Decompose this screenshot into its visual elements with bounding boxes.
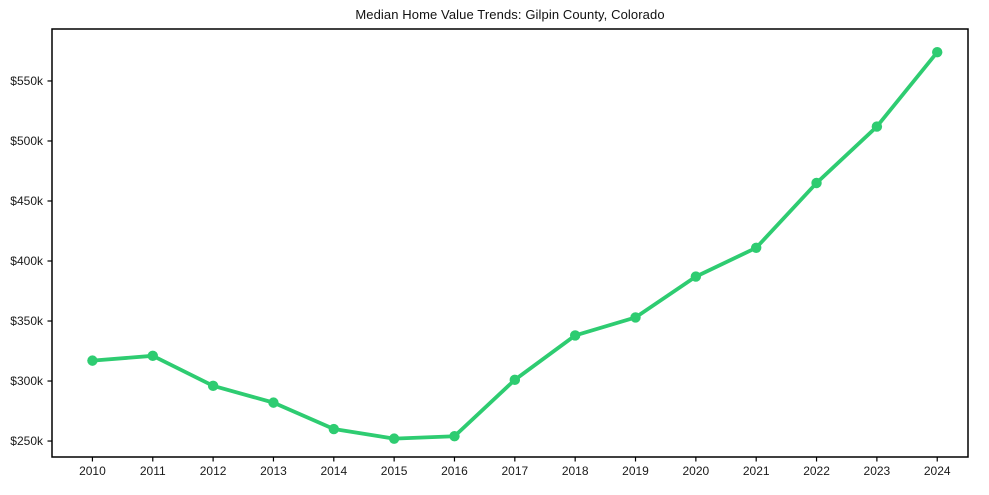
data-point-2012 <box>207 380 219 392</box>
x-tick-label: 2011 <box>140 464 166 478</box>
x-tick-label: 2022 <box>803 464 830 478</box>
data-point-2015 <box>388 433 400 444</box>
x-tick-label: 2016 <box>441 464 468 478</box>
data-point-2023 <box>871 121 883 132</box>
data-point-2011 <box>147 350 158 362</box>
y-tick-label: $250k <box>10 434 44 448</box>
chart-title: Median Home Value Trends: Gilpin County,… <box>355 7 665 22</box>
x-tick-label: 2015 <box>381 464 408 478</box>
data-point-2017 <box>509 374 521 386</box>
data-point-2013 <box>268 397 279 408</box>
data-point-2022 <box>811 177 822 189</box>
x-tick-label: 2012 <box>200 464 227 478</box>
data-point-2018 <box>569 330 581 341</box>
x-tick-label: 2019 <box>622 464 649 478</box>
x-tick-label: 2017 <box>501 464 528 478</box>
x-tick-label: 2014 <box>320 464 347 478</box>
x-tick-label: 2018 <box>562 464 589 478</box>
data-point-2021 <box>750 242 762 254</box>
data-point-2020 <box>690 271 702 282</box>
data-point-2019 <box>630 312 641 323</box>
plot-area <box>51 28 969 458</box>
data-point-2024 <box>932 46 943 58</box>
x-tick-label: 2024 <box>924 464 951 478</box>
data-point-2014 <box>328 423 339 435</box>
y-tick-label: $550k <box>10 74 44 88</box>
y-tick-label: $450k <box>10 194 44 208</box>
y-tick-label: $350k <box>10 314 44 328</box>
x-tick-label: 2023 <box>864 464 891 478</box>
data-point-2010 <box>87 355 98 366</box>
x-tick-label: 2013 <box>260 464 287 478</box>
y-tick-label: $500k <box>10 134 44 148</box>
data-point-2016 <box>449 431 460 442</box>
x-tick-label: 2020 <box>683 464 710 478</box>
x-tick-label: 2010 <box>79 464 106 478</box>
y-tick-label: $300k <box>10 374 44 388</box>
x-tick-label: 2021 <box>743 464 770 478</box>
y-tick-label: $400k <box>10 254 44 268</box>
